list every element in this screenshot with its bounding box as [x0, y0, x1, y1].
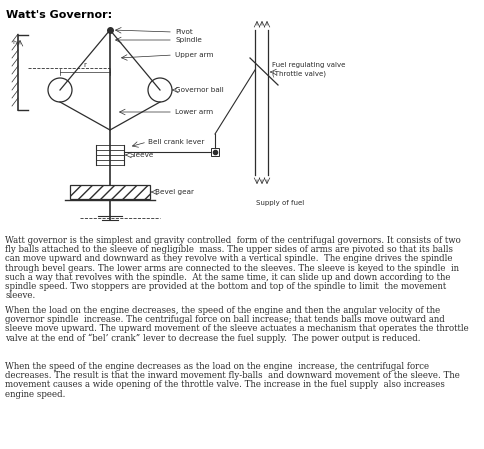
Text: Governor ball: Governor ball	[175, 87, 224, 93]
Text: movement causes a wide opening of the throttle valve. The increase in the fuel s: movement causes a wide opening of the th…	[5, 380, 445, 389]
Text: spindle speed. Two stoppers are provided at the bottom and top of the spindle to: spindle speed. Two stoppers are provided…	[5, 282, 446, 291]
Text: such a way that revolves with the spindle.  At the same time, it can slide up an: such a way that revolves with the spindl…	[5, 273, 451, 282]
Bar	[70, 185, 150, 199]
Text: engine speed.: engine speed.	[5, 390, 65, 399]
Text: Spindle: Spindle	[175, 37, 202, 43]
Text: r: r	[84, 62, 87, 68]
Text: Lower arm: Lower arm	[175, 109, 213, 115]
Text: (Throttle valve): (Throttle valve)	[272, 71, 326, 77]
Text: Pivot: Pivot	[175, 29, 193, 35]
Text: decreases. The result is that the inward movement fly-balls  and downward moveme: decreases. The result is that the inward…	[5, 371, 460, 380]
Text: fly balls attached to the sleeve of negligible  mass. The upper sides of arms ar: fly balls attached to the sleeve of negl…	[5, 245, 453, 254]
Text: can move upward and downward as they revolve with a vertical spindle.  The engin: can move upward and downward as they rev…	[5, 255, 453, 264]
Text: Watt's Governor:: Watt's Governor:	[6, 10, 112, 20]
Text: When the load on the engine decreases, the speed of the engine and then the angu: When the load on the engine decreases, t…	[5, 306, 440, 315]
Bar	[211, 148, 219, 156]
Text: Sleeve: Sleeve	[130, 152, 154, 158]
Text: When the speed of the engine decreases as the load on the engine  increase, the : When the speed of the engine decreases a…	[5, 362, 429, 371]
Text: Upper arm: Upper arm	[175, 52, 213, 58]
Text: Bevel gear: Bevel gear	[155, 189, 194, 195]
Text: valve at the end of “bel’ crank” lever to decrease the fuel supply.  The power o: valve at the end of “bel’ crank” lever t…	[5, 334, 421, 343]
Text: Supply of fuel: Supply of fuel	[256, 200, 304, 206]
Text: governor spindle  increase. The centrifugal force on ball increase; that tends b: governor spindle increase. The centrifug…	[5, 315, 445, 324]
Text: sleeve move upward. The upward movement of the sleeve actuates a mechanism that : sleeve move upward. The upward movement …	[5, 324, 469, 334]
Text: Watt governor is the simplest and gravity controlled  form of the centrifugal go: Watt governor is the simplest and gravit…	[5, 236, 461, 245]
Text: h: h	[12, 40, 16, 44]
Text: through bevel gears. The lower arms are connected to the sleeves. The sleeve is : through bevel gears. The lower arms are …	[5, 264, 459, 273]
Text: Bell crank lever: Bell crank lever	[148, 139, 204, 145]
Text: Fuel regulating valve: Fuel regulating valve	[272, 62, 346, 68]
Text: sleeve.: sleeve.	[5, 291, 35, 300]
